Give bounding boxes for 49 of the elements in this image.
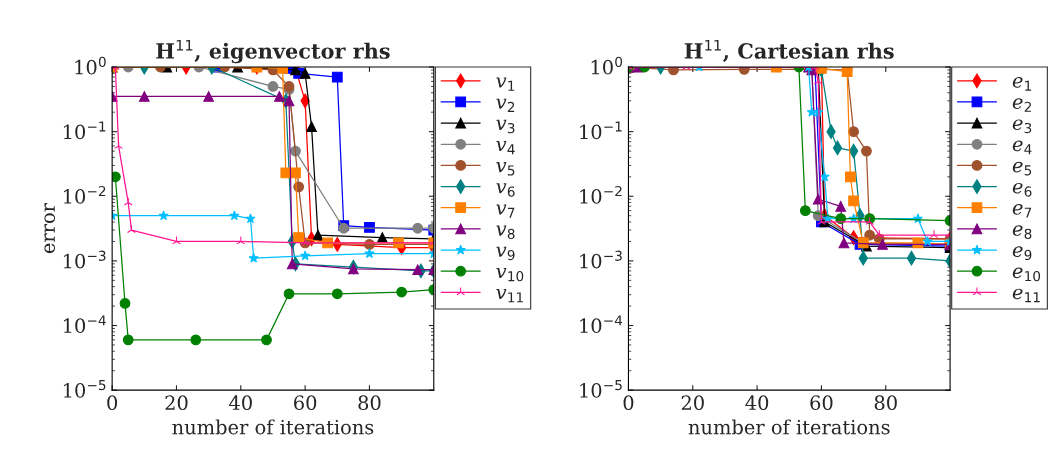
legend-label: e$_{1}$ (1012, 77, 1032, 91)
y-tick-label: 10$^{−4}$ (580, 315, 623, 334)
legend-label: v$_{3}$ (496, 119, 515, 134)
legend-label: v$_{7}$ (496, 204, 515, 218)
y-tick-label: 10$^{−2}$ (580, 185, 622, 204)
legend-label: v$_{1}$ (496, 77, 515, 91)
y-tick-label: 10$^{−2}$ (63, 185, 106, 204)
x-tick-label: 40 (229, 395, 252, 411)
y-tick-label: 10$^{0}$ (75, 56, 106, 75)
y-tick-label: 10$^{−4}$ (63, 315, 106, 334)
legend-label: e$_{11}$ (1012, 288, 1040, 303)
legend-label: v$_{4}$ (496, 140, 515, 155)
legend-label: v$_{11}$ (496, 289, 523, 303)
chart-title: H$^{11}$, Cartesian rhs (684, 39, 894, 62)
legend-label: v$_{5}$ (496, 162, 515, 176)
legend-label: e$_{7}$ (1012, 204, 1032, 218)
x-tick-label: 60 (810, 395, 833, 411)
legend-label: v$_{9}$ (496, 246, 515, 261)
y-tick-label: 10$^{−5}$ (63, 380, 106, 398)
legend-label: v$_{6}$ (496, 183, 515, 197)
y-tick-label: 10$^{−1}$ (580, 121, 622, 140)
chart-title: H$^{11}$, eigenvector rhs (156, 39, 390, 64)
legend-label: v$_{2}$ (496, 98, 515, 112)
legend-label: e$_{2}$ (1012, 98, 1031, 112)
legend-label: e$_{10}$ (1012, 267, 1041, 282)
y-axis-title: error (44, 203, 56, 254)
legend-label: e$_{4}$ (1012, 140, 1032, 155)
y-tick-label: 10$^{−3}$ (63, 250, 106, 269)
x-tick-label: 0 (107, 395, 118, 411)
x-tick-label: 60 (294, 395, 317, 411)
x-tick-label: 20 (165, 395, 188, 411)
y-tick-label: 10$^{−1}$ (63, 121, 106, 140)
y-tick-label: 10$^{−3}$ (580, 250, 622, 269)
legend-label: e$_{9}$ (1012, 246, 1032, 261)
y-tick-label: 10$^{0}$ (591, 56, 623, 75)
legend-label: e$_{3}$ (1012, 119, 1032, 134)
legend-label: v$_{10}$ (496, 267, 524, 282)
x-tick-label: 0 (623, 395, 634, 411)
x-tick-label: 80 (358, 395, 381, 411)
y-tick-label: 10$^{−5}$ (580, 380, 622, 398)
x-axis-title: number of iterations (688, 419, 890, 435)
legend-label: e$_{5}$ (1012, 161, 1032, 176)
legend-label: e$_{8}$ (1012, 225, 1032, 239)
x-axis-title: number of iterations (172, 419, 374, 435)
x-tick-label: 80 (874, 395, 897, 411)
x-tick-label: 20 (681, 395, 704, 411)
legend-label: e$_{6}$ (1012, 182, 1032, 197)
x-tick-label: 40 (745, 395, 769, 411)
legend-label: v$_{8}$ (496, 225, 515, 240)
